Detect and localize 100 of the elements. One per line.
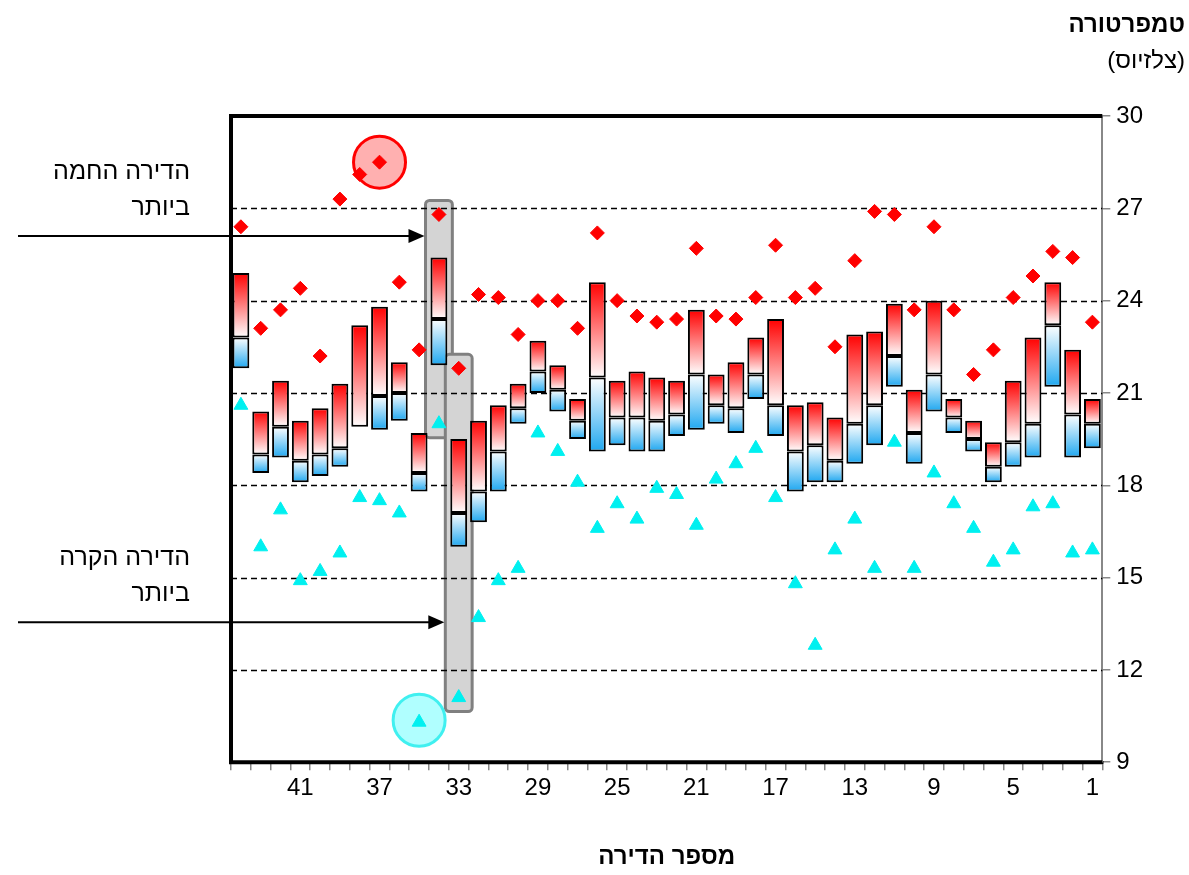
point <box>629 510 645 524</box>
y-tick-label: 24 <box>1116 285 1144 313</box>
point <box>431 415 447 429</box>
point <box>708 308 724 324</box>
x-tick-label: 37 <box>366 773 393 801</box>
x-tick-label: 17 <box>762 773 789 801</box>
x-axis-title: מספר הדירה <box>598 842 736 870</box>
x-tick-label: 25 <box>603 773 631 801</box>
point <box>332 191 348 207</box>
point <box>1005 541 1021 555</box>
point <box>847 253 863 269</box>
point <box>510 559 526 573</box>
point <box>966 366 982 382</box>
point <box>787 575 803 589</box>
point <box>332 544 348 558</box>
point <box>411 342 427 358</box>
point <box>629 308 645 324</box>
point <box>530 424 546 438</box>
point <box>688 240 704 256</box>
point <box>253 320 269 336</box>
point <box>391 504 407 518</box>
point <box>1065 250 1081 266</box>
y-axis-title: טמפרטורה (צלזיוס) <box>1068 9 1185 75</box>
x-tick-label: 29 <box>524 773 552 801</box>
point <box>570 473 585 487</box>
point <box>352 489 368 503</box>
x-tick-label: 41 <box>286 773 314 801</box>
point <box>886 206 902 222</box>
point <box>827 541 843 555</box>
point <box>312 348 328 364</box>
point <box>292 280 308 296</box>
text: הדירה הקרה ביותר <box>59 541 190 609</box>
y-tick-label: 12 <box>1116 654 1144 682</box>
y-tick-label: 30 <box>1116 100 1144 128</box>
point <box>233 219 249 235</box>
point <box>1065 544 1081 558</box>
point <box>985 553 1001 567</box>
point <box>688 516 704 530</box>
point <box>1084 314 1100 330</box>
point <box>233 396 249 410</box>
point <box>292 572 308 586</box>
point <box>926 219 942 235</box>
point <box>1025 498 1041 512</box>
point <box>906 559 922 573</box>
point <box>273 501 288 515</box>
point <box>728 455 744 469</box>
y-tick-label: 9 <box>1116 746 1130 774</box>
point <box>1045 243 1061 259</box>
point <box>1045 495 1061 509</box>
point <box>471 609 486 623</box>
point <box>352 166 368 182</box>
point <box>1025 268 1041 284</box>
x-tick-label: 1 <box>1085 773 1100 801</box>
point <box>827 339 843 355</box>
point <box>708 470 724 484</box>
point <box>649 479 665 493</box>
point <box>490 572 506 586</box>
point <box>1084 541 1100 555</box>
point <box>273 302 289 318</box>
point <box>312 562 328 576</box>
point <box>550 442 566 456</box>
point <box>609 495 625 509</box>
point <box>748 290 764 306</box>
point <box>550 293 566 309</box>
point <box>431 206 447 222</box>
point <box>253 538 269 552</box>
point <box>589 519 605 533</box>
point <box>926 464 942 478</box>
point <box>1005 290 1021 306</box>
y-tick-label: 21 <box>1116 377 1144 405</box>
point <box>768 237 784 253</box>
x-tick-label: 21 <box>683 773 710 801</box>
point <box>807 280 823 296</box>
point <box>589 225 605 241</box>
point <box>372 492 387 506</box>
point <box>748 439 764 453</box>
y-tick-label: 27 <box>1116 192 1144 220</box>
x-tick-label: 9 <box>927 773 941 801</box>
point <box>530 293 546 309</box>
point <box>570 320 586 336</box>
point <box>669 485 684 499</box>
point <box>886 433 902 447</box>
point <box>946 495 962 509</box>
point <box>471 286 487 302</box>
point <box>451 689 467 703</box>
point <box>867 203 883 219</box>
point <box>728 311 744 327</box>
point <box>451 360 467 376</box>
y-tick-label: 15 <box>1116 562 1144 590</box>
point <box>966 519 982 533</box>
point <box>946 302 962 318</box>
point <box>768 489 783 503</box>
x-tick-label: 5 <box>1006 773 1020 801</box>
point <box>985 342 1001 358</box>
y-tick-label: 18 <box>1116 469 1144 497</box>
point <box>510 326 526 342</box>
point <box>867 559 883 573</box>
point <box>847 510 863 524</box>
point <box>649 314 665 330</box>
point <box>906 302 922 318</box>
